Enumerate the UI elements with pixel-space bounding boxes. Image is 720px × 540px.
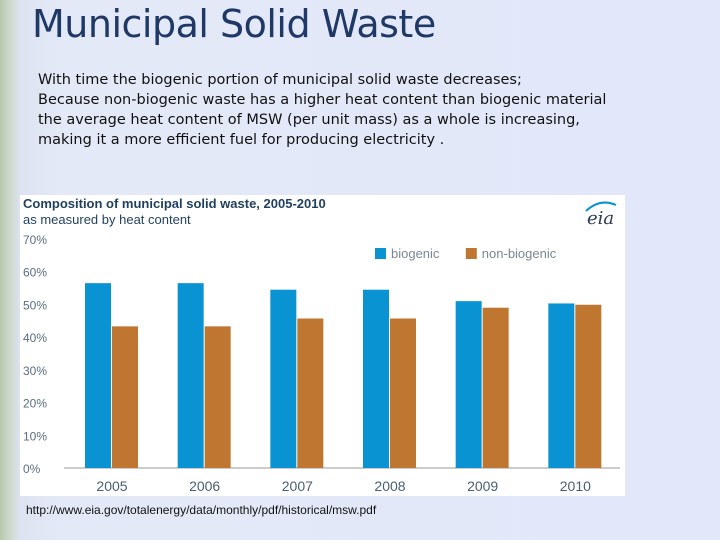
y-tick-label: 10% [23, 429, 47, 443]
body-line: Because non-biogenic waste has a higher … [38, 92, 607, 108]
bar-non-biogenic-2006 [204, 326, 231, 468]
bar-biogenic-2008 [363, 289, 389, 468]
y-tick-label: 50% [23, 298, 47, 312]
bar-biogenic-2005 [85, 283, 111, 468]
chart-subtitle: as measured by heat content [23, 212, 191, 227]
slide-title: Municipal Solid Waste [32, 2, 436, 46]
legend-label: non-biogenic [482, 246, 557, 261]
body-line: the average heat content of MSW (per uni… [38, 112, 580, 128]
x-tick-label: 2007 [282, 478, 313, 494]
bars [85, 283, 602, 468]
bar-biogenic-2006 [177, 283, 204, 468]
eia-logo: eia [585, 201, 617, 229]
y-tick-label: 70% [23, 233, 47, 247]
bar-non-biogenic-2005 [112, 326, 138, 468]
bar-non-biogenic-2010 [575, 304, 602, 468]
y-axis: 0% 10% 20% 30% 40% 50% 60% 70% [23, 233, 47, 476]
x-tick-label: 2008 [374, 478, 405, 494]
bar-non-biogenic-2007 [297, 318, 324, 468]
y-tick-label: 60% [23, 266, 47, 280]
y-tick-label: 20% [23, 397, 47, 411]
legend-swatch [465, 248, 477, 259]
y-tick-label: 30% [23, 364, 47, 378]
bar-non-biogenic-2009 [482, 307, 509, 468]
bar-biogenic-2009 [455, 301, 482, 468]
y-tick-label: 0% [23, 462, 41, 476]
bar-biogenic-2010 [548, 303, 575, 468]
body-line: With time the biogenic portion of munici… [38, 72, 522, 88]
bar-biogenic-2007 [270, 289, 297, 468]
source-link[interactable]: http://www.eia.gov/totalenergy/data/mont… [26, 503, 377, 517]
x-tick-label: 2010 [560, 478, 591, 494]
x-tick-label: 2009 [467, 478, 498, 494]
legend-label: biogenic [391, 246, 440, 261]
legend-swatch [375, 248, 386, 259]
bar-chart: Composition of municipal solid waste, 20… [23, 196, 620, 494]
x-tick-label: 2006 [189, 478, 220, 494]
bar-non-biogenic-2008 [390, 318, 416, 468]
y-tick-label: 40% [23, 331, 47, 345]
chart-title: Composition of municipal solid waste, 20… [23, 196, 326, 211]
eia-logo-text: eia [587, 208, 614, 229]
body-text: With time the biogenic portion of munici… [38, 70, 658, 150]
legend: biogenic non-biogenic [375, 246, 557, 261]
chart-panel: Composition of municipal solid waste, 20… [20, 195, 625, 496]
x-axis: 2005 2006 2007 2008 2009 2010 [96, 478, 591, 494]
x-tick-label: 2005 [96, 478, 127, 494]
body-line: making it a more efficient fuel for prod… [38, 132, 445, 148]
